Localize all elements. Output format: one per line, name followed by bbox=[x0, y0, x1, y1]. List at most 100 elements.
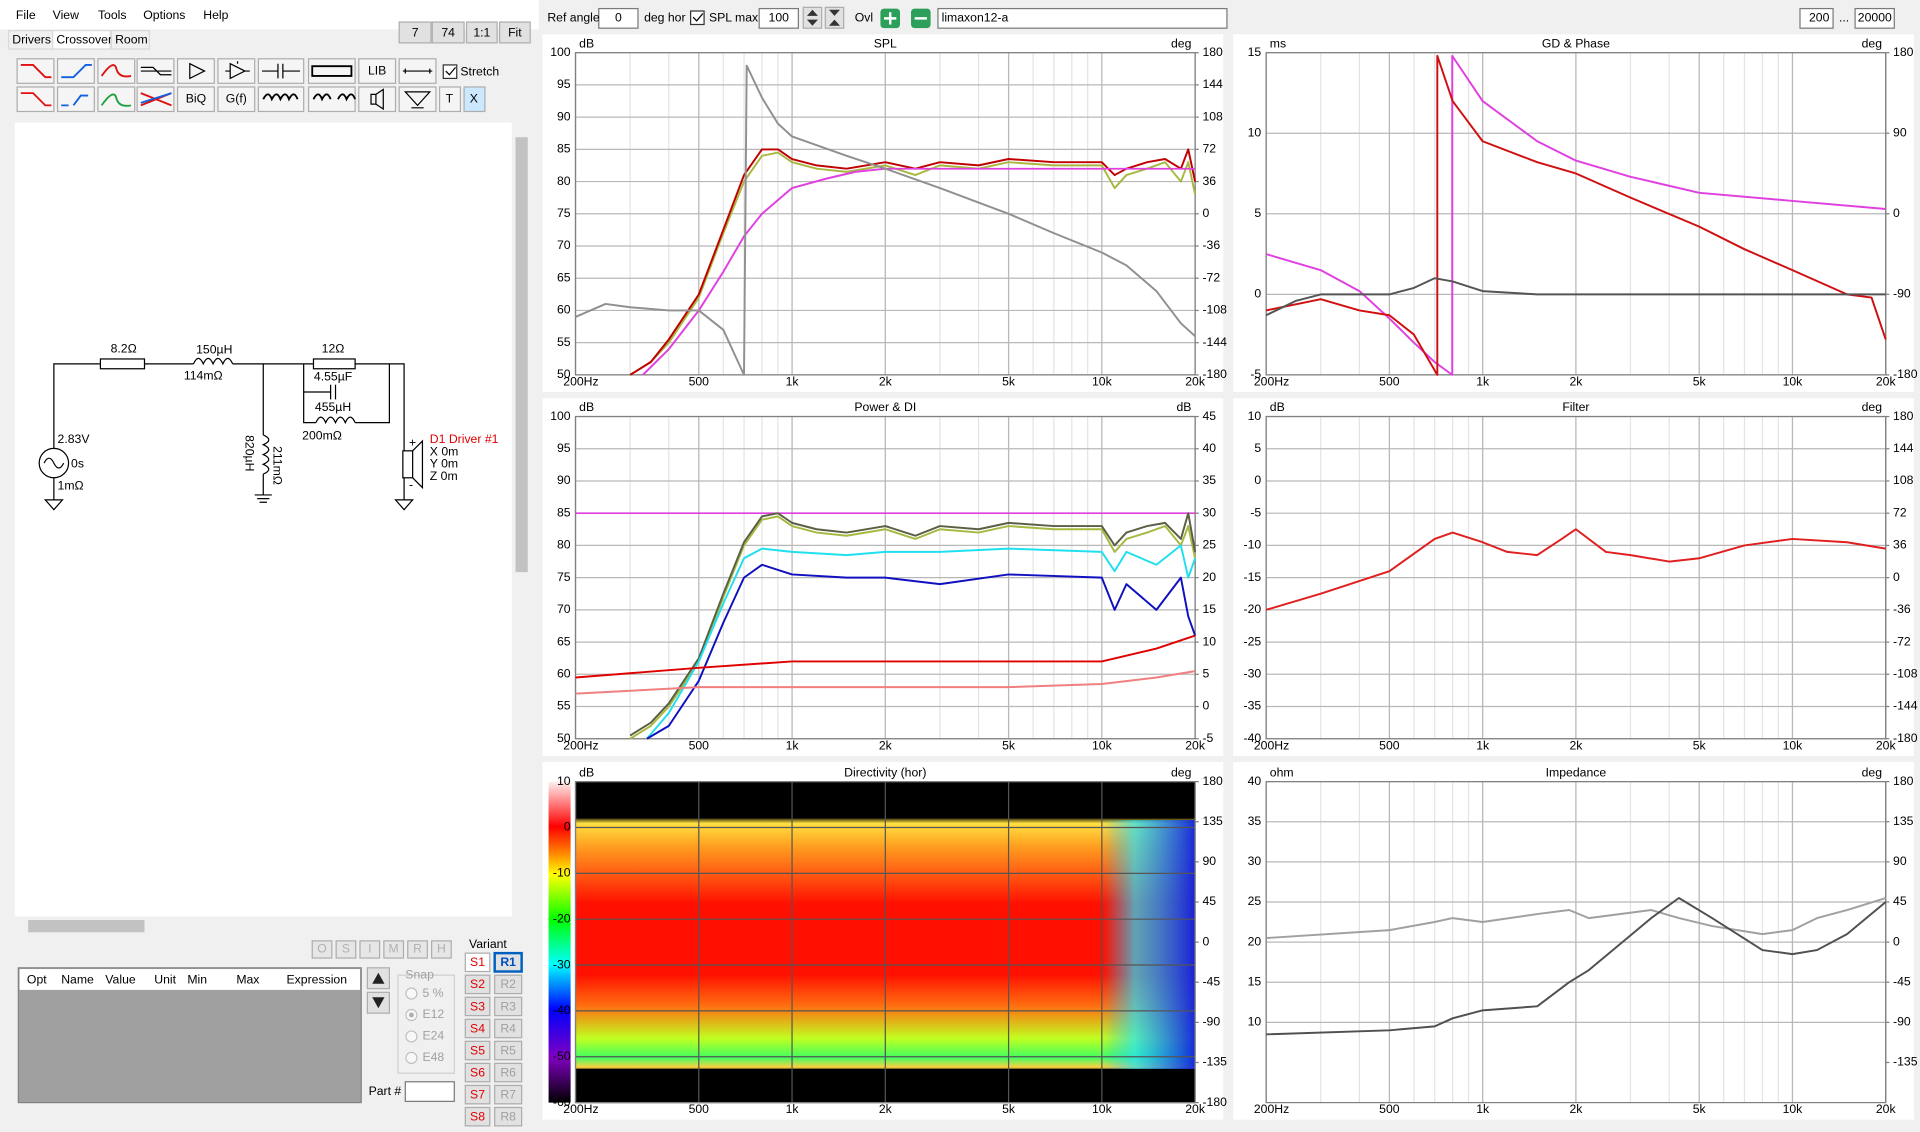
y2-unit: deg bbox=[1862, 765, 1883, 779]
spin-arrows bbox=[806, 9, 818, 26]
snap-radio[interactable] bbox=[405, 987, 418, 1000]
ref-angle-input[interactable] bbox=[598, 7, 639, 29]
tool-icon bbox=[189, 62, 206, 80]
tool-button[interactable] bbox=[16, 58, 55, 84]
y2-tick-label: -108 bbox=[1202, 303, 1227, 317]
variant-s[interactable] bbox=[464, 1040, 491, 1061]
y2-tick-label: 0 bbox=[1202, 206, 1209, 220]
freq-max-input[interactable] bbox=[1854, 7, 1895, 29]
tool-button[interactable] bbox=[56, 86, 95, 113]
variant-s-label: S1 bbox=[470, 955, 485, 969]
label: deg hor bbox=[644, 11, 685, 25]
inductor[interactable] bbox=[192, 357, 234, 366]
tool-button[interactable] bbox=[358, 86, 397, 113]
tab-label: Drivers bbox=[12, 33, 51, 47]
y2-tick-label: 0 bbox=[1893, 570, 1900, 584]
y-tick-label: 95 bbox=[557, 77, 571, 91]
variant-s[interactable] bbox=[464, 952, 491, 973]
option-button[interactable] bbox=[407, 940, 428, 959]
variant-s-label: S7 bbox=[470, 1087, 485, 1101]
plot-frame bbox=[1265, 781, 1887, 1104]
menu-item[interactable]: View bbox=[53, 8, 79, 22]
variant-r[interactable] bbox=[494, 1084, 523, 1105]
option-button[interactable] bbox=[383, 940, 405, 959]
spl-max-input[interactable] bbox=[758, 7, 799, 29]
y2-tick-label: 10 bbox=[1202, 634, 1216, 648]
variant-r[interactable] bbox=[494, 1106, 523, 1127]
variant-s[interactable] bbox=[464, 1084, 491, 1105]
tool-button[interactable] bbox=[16, 86, 55, 113]
variant-s[interactable] bbox=[464, 1106, 491, 1127]
x-tick-label: 10k bbox=[1092, 738, 1113, 752]
tool-button[interactable] bbox=[217, 86, 256, 113]
variant-r[interactable] bbox=[494, 1040, 523, 1061]
option-button[interactable] bbox=[311, 940, 333, 959]
variant-s[interactable] bbox=[464, 1062, 491, 1083]
option-label: R bbox=[413, 942, 422, 956]
component-label: 150µH bbox=[196, 343, 232, 357]
y2-tick-label: 15 bbox=[1202, 602, 1216, 616]
tab-label: Crossover bbox=[56, 33, 112, 47]
tool-button[interactable] bbox=[463, 86, 486, 113]
x-tick-label: 500 bbox=[689, 1102, 710, 1116]
x-tick-label: 20k bbox=[1876, 738, 1897, 752]
tool-button[interactable] bbox=[358, 58, 397, 84]
variant-s[interactable] bbox=[464, 974, 491, 995]
option-button[interactable] bbox=[359, 940, 381, 959]
menu-item[interactable]: Options bbox=[143, 8, 185, 22]
variant-r[interactable] bbox=[494, 974, 523, 995]
stretch-checkbox[interactable] bbox=[442, 64, 458, 80]
spin-button[interactable] bbox=[824, 6, 845, 29]
snap-radio[interactable] bbox=[405, 1030, 418, 1043]
variant-r[interactable] bbox=[493, 951, 523, 973]
variant-r[interactable] bbox=[494, 996, 523, 1017]
zoom-button[interactable] bbox=[498, 21, 531, 44]
tool-button[interactable] bbox=[176, 86, 215, 113]
y-tick-label: 15 bbox=[1248, 45, 1262, 59]
v-scroll-thumb[interactable] bbox=[515, 137, 528, 573]
y-tick-label: 95 bbox=[557, 441, 571, 455]
inductor[interactable] bbox=[315, 416, 356, 425]
part-input[interactable] bbox=[404, 1081, 455, 1102]
zoom-button[interactable] bbox=[398, 21, 432, 44]
menu-item[interactable]: Tools bbox=[98, 8, 127, 22]
zoom-button[interactable] bbox=[431, 21, 465, 44]
y-tick-label: 85 bbox=[557, 142, 571, 156]
variant-r[interactable] bbox=[494, 1018, 523, 1039]
y2-tick-label: -180 bbox=[1202, 1095, 1227, 1109]
option-button[interactable] bbox=[335, 940, 357, 959]
freq-min-input[interactable] bbox=[1799, 7, 1834, 29]
tool-button[interactable] bbox=[56, 58, 95, 84]
spin-button[interactable] bbox=[802, 6, 823, 29]
chart-title: Filter bbox=[1562, 400, 1589, 414]
variant-s[interactable] bbox=[464, 1018, 491, 1039]
tool-button[interactable] bbox=[307, 86, 356, 113]
variant-s-label: S6 bbox=[470, 1065, 485, 1079]
tab[interactable] bbox=[110, 30, 150, 50]
tool-icon bbox=[100, 93, 132, 107]
variant-s[interactable] bbox=[464, 996, 491, 1017]
y-tick-label: -5 bbox=[1250, 505, 1261, 519]
zoom-button[interactable] bbox=[465, 21, 498, 44]
h-scroll-thumb[interactable] bbox=[28, 920, 145, 933]
menu-item[interactable]: Help bbox=[203, 8, 228, 22]
y-tick-label: 50 bbox=[557, 731, 571, 745]
param-table[interactable] bbox=[17, 967, 362, 1104]
inductor[interactable] bbox=[261, 434, 270, 475]
tool-button[interactable] bbox=[176, 58, 215, 84]
variant-r[interactable] bbox=[494, 1062, 523, 1083]
y-unit: dB bbox=[1270, 400, 1285, 414]
driver[interactable] bbox=[402, 450, 414, 479]
overlay-file[interactable] bbox=[937, 7, 1228, 29]
chart-title: Power & DI bbox=[854, 400, 916, 414]
menu-item[interactable]: File bbox=[16, 8, 36, 22]
snap-radio[interactable] bbox=[405, 1051, 418, 1065]
y2-tick-label: -36 bbox=[1202, 238, 1220, 252]
spl-max-checkbox[interactable] bbox=[690, 10, 705, 26]
option-button[interactable] bbox=[431, 940, 452, 959]
chart-title: Directivity (hor) bbox=[844, 765, 926, 779]
tool-button[interactable] bbox=[307, 58, 356, 84]
tool-button[interactable] bbox=[438, 86, 462, 113]
tab[interactable] bbox=[52, 30, 111, 50]
snap-option: E12 bbox=[422, 1007, 444, 1021]
